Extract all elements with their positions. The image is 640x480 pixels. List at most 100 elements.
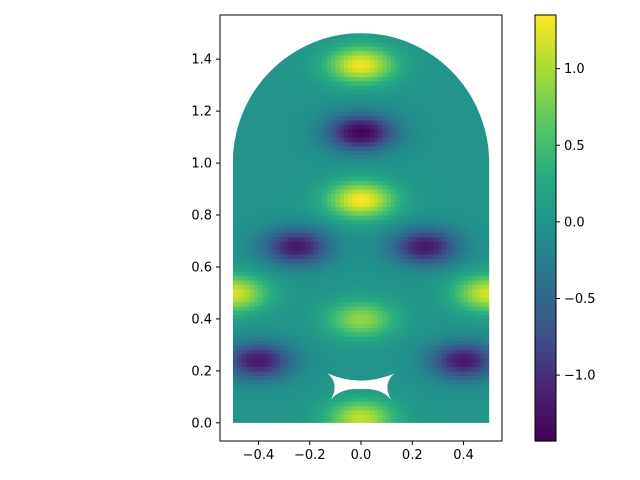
field-cell	[237, 340, 242, 346]
field-cell	[455, 89, 460, 95]
field-cell	[369, 228, 375, 233]
field-cell	[284, 180, 289, 186]
field-cell	[331, 33, 336, 39]
field-cell	[275, 336, 281, 342]
field-cell	[292, 41, 298, 47]
field-cell	[429, 128, 435, 134]
field-cell	[450, 184, 456, 190]
field-cell	[408, 392, 413, 398]
field-cell	[241, 262, 247, 268]
field-cell	[425, 258, 430, 264]
field-cell	[305, 266, 311, 272]
field-cell	[425, 202, 430, 207]
field-cell	[343, 228, 349, 233]
field-cell	[267, 215, 272, 220]
field-cell	[416, 362, 422, 368]
field-cell	[232, 50, 238, 56]
field-cell	[245, 72, 251, 78]
field-cell	[288, 383, 294, 389]
field-cell	[386, 414, 392, 420]
field-cell	[339, 193, 345, 199]
field-cell	[408, 310, 413, 316]
field-cell	[403, 158, 409, 164]
field-cell	[361, 370, 366, 376]
field-cell	[241, 258, 247, 264]
field-cell	[433, 388, 439, 394]
field-cell	[433, 206, 439, 212]
field-cell	[305, 314, 311, 320]
field-cell	[378, 271, 383, 277]
field-cell	[356, 396, 362, 402]
field-cell	[284, 115, 289, 121]
field-cell	[348, 405, 354, 411]
field-cell	[390, 292, 396, 298]
field-cell	[420, 301, 426, 307]
field-cell	[356, 297, 362, 303]
field-cell	[326, 176, 332, 181]
field-cell	[343, 158, 349, 164]
field-cell	[237, 383, 242, 389]
field-cell	[390, 145, 396, 151]
field-cell	[361, 279, 366, 285]
field-cell	[373, 331, 379, 337]
field-cell	[390, 401, 396, 407]
field-cell	[399, 80, 405, 86]
field-cell	[455, 284, 460, 290]
field-cell	[378, 262, 383, 268]
field-cell	[284, 163, 289, 168]
field-cell	[314, 253, 319, 259]
field-cell	[348, 124, 354, 130]
field-cell	[284, 288, 289, 294]
field-cell	[459, 98, 465, 104]
field-cell	[403, 37, 409, 43]
field-cell	[258, 258, 264, 264]
field-cell	[232, 301, 238, 307]
field-cell	[275, 357, 281, 363]
field-cell	[301, 414, 307, 420]
field-cell	[420, 124, 426, 130]
field-cell	[446, 388, 452, 394]
field-cell	[442, 154, 448, 160]
field-cell	[249, 228, 255, 233]
field-cell	[425, 80, 430, 86]
field-cell	[237, 72, 242, 78]
field-cell	[429, 85, 435, 91]
field-cell	[361, 37, 366, 43]
field-cell	[361, 54, 366, 60]
field-cell	[267, 318, 272, 324]
field-cell	[339, 353, 345, 359]
field-cell	[348, 262, 354, 268]
field-cell	[348, 85, 354, 91]
field-cell	[369, 93, 375, 99]
field-cell	[314, 206, 319, 212]
field-cell	[425, 89, 430, 95]
field-cell	[382, 215, 388, 220]
field-cell	[416, 383, 422, 389]
field-cell	[467, 275, 473, 281]
field-cell	[365, 76, 371, 82]
field-cell	[382, 262, 388, 268]
field-cell	[335, 245, 341, 251]
field-cell	[348, 210, 354, 216]
field-cell	[446, 401, 452, 407]
field-cell	[455, 163, 460, 168]
field-cell	[356, 154, 362, 160]
field-cell	[403, 72, 409, 78]
field-cell	[386, 154, 392, 160]
field-cell	[442, 379, 448, 385]
field-cell	[301, 362, 307, 368]
field-cell	[305, 409, 311, 415]
field-cell	[322, 189, 328, 194]
field-cell	[433, 266, 439, 272]
field-cell	[352, 370, 358, 376]
field-cell	[450, 219, 456, 225]
field-cell	[429, 80, 435, 86]
field-cell	[395, 323, 401, 329]
field-cell	[284, 102, 289, 108]
field-cell	[292, 124, 298, 130]
field-cell	[395, 336, 401, 342]
field-cell	[296, 102, 302, 108]
field-cell	[275, 219, 281, 225]
field-cell	[262, 176, 268, 181]
field-cell	[399, 232, 405, 238]
